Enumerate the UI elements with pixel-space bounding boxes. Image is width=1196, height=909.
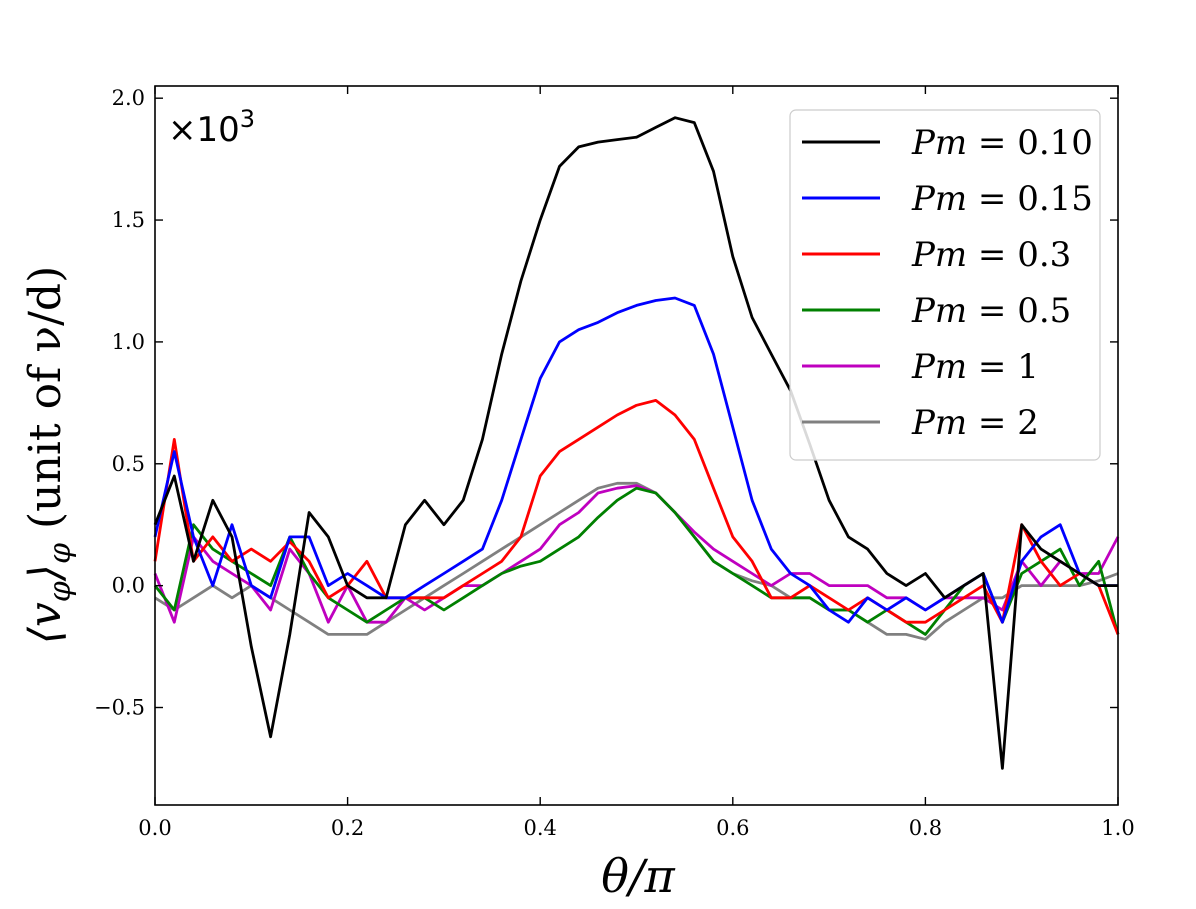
x-tick-label: 0.8 [909,816,942,840]
series-line [153,399,1120,635]
x-tick-label: 0.2 [331,816,364,840]
y-tick-label: 1.5 [112,208,145,232]
legend-entry: Pm = 0.10 [911,123,1093,163]
series-line [154,481,1119,641]
plot-lines [153,116,1120,770]
y-axis-label: ⟨vφ⟩φ (unit of ν/d) [20,266,78,644]
plot-frame [154,85,1119,806]
y-tick-label: 1.0 [112,330,145,354]
series-line [153,486,1120,636]
y-tick-label: 0.5 [112,452,145,476]
legend-entry: Pm = 0.3 [911,235,1071,275]
axis-ticks: 0.0 0.2 0.4 0.6 0.8 1.0 −0.5 0.0 0.5 1.0 1.5 2.0 [94,86,1135,840]
legend-entry: Pm = 0.5 [911,291,1071,331]
legend-entry: Pm = 0.15 [911,179,1093,219]
x-axis-label: θ/π [601,849,675,903]
y-tick-label: 0.0 [112,574,145,598]
x-tick-label: 0.6 [716,816,749,840]
x-tick-label: 1.0 [1101,816,1134,840]
y-axis-multiplier: ×103 [168,105,255,150]
x-tick-label: 0.4 [523,816,556,840]
legend-entry: Pm = 2 [911,403,1039,443]
legend-entry: Pm = 1 [911,347,1039,387]
y-tick-label: −0.5 [94,696,145,720]
series-line [153,484,1120,624]
x-tick-label: 0.0 [138,816,171,840]
series-line [153,116,1118,770]
y-tick-label: 2.0 [112,86,145,110]
legend: Pm = 0.10 Pm = 0.15 Pm = 0.3 Pm = 0.5 Pm = 1… [789,109,1101,461]
